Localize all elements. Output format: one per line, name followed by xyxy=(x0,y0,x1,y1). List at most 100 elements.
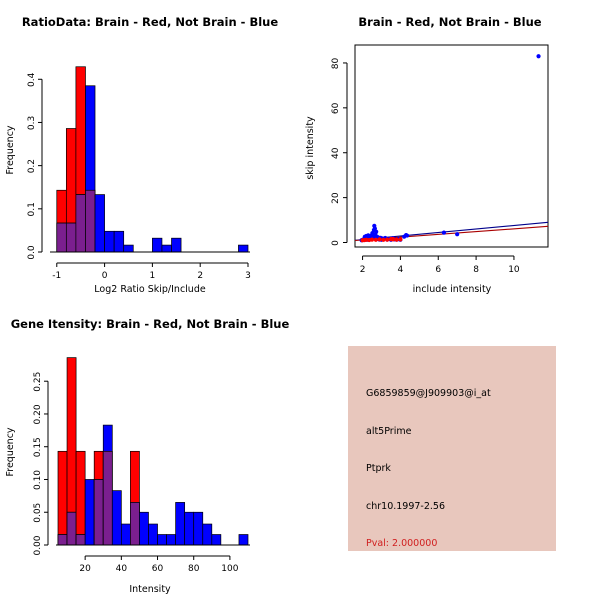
xaxis-tick-label: 1 xyxy=(150,271,156,281)
histogram-bar-red xyxy=(75,450,86,546)
histogram-bar-blue xyxy=(184,511,195,546)
scatter-point xyxy=(377,237,382,242)
xaxis-tick-label: -1 xyxy=(52,271,61,281)
panel-gene-intensity-histogram: Gene Itensity: Brain - Red, Not Brain - … xyxy=(0,300,300,600)
scatter-point xyxy=(455,232,460,237)
histogram-bar-blue xyxy=(113,230,125,253)
scatter-plot-area xyxy=(354,44,549,248)
ratio-histogram-axes: 0.0 0.1 0.2 0.3 0.4 -1 0 1 2 3 xyxy=(27,72,251,281)
yaxis-tick-label: 0.00 xyxy=(33,535,43,555)
xaxis-tick-label: 0 xyxy=(102,271,108,281)
xaxis-tick-label: 60 xyxy=(152,564,164,574)
scatter-point xyxy=(373,237,378,242)
xaxis-tick-label: 100 xyxy=(221,564,238,574)
histogram-bar-blue xyxy=(175,502,186,546)
xaxis-tick-label: 20 xyxy=(79,564,91,574)
xaxis-tick-label: 2 xyxy=(197,271,203,281)
histogram-bar-blue xyxy=(120,523,131,546)
histogram-bar-blue xyxy=(123,244,134,253)
scatter-yaxis-tick-label: 0 xyxy=(331,240,341,246)
ratio-xaxis-label: Log2 Ratio Skip/Include xyxy=(94,284,206,295)
scatter-point xyxy=(398,237,403,242)
scatter-yaxis-tick-label: 60 xyxy=(331,102,341,114)
histogram-bar-blue xyxy=(193,511,204,546)
gene-xaxis-label: Intensity xyxy=(129,584,171,595)
yaxis-tick-label: 0.25 xyxy=(33,372,43,392)
scatter-points-group xyxy=(355,54,548,243)
histogram-bar-overlap xyxy=(102,450,113,546)
scatter-yaxis-tick-label: 40 xyxy=(331,147,341,159)
histogram-bar-blue xyxy=(148,523,158,546)
scatter-yaxis-tick-label: 20 xyxy=(331,192,341,204)
probe-id-text: G6859859@J909903@i_at xyxy=(366,388,491,399)
histogram-bar-blue xyxy=(238,244,249,253)
histogram-bar-overlap xyxy=(93,479,104,546)
histogram-bar-blue xyxy=(152,237,163,253)
scatter-point xyxy=(441,230,447,235)
panel-intensity-scatter: Brain - Red, Not Brain - Blue 0 20 40 60 80 2… xyxy=(300,0,600,300)
scatter-xaxis-tick-label: 8 xyxy=(473,265,479,275)
intensity-scatter-svg: Brain - Red, Not Brain - Blue 0 20 40 60 80 2… xyxy=(305,15,549,295)
scatter-point xyxy=(536,54,541,59)
xaxis-tick-label: 80 xyxy=(188,564,200,574)
histogram-bar-overlap xyxy=(75,534,86,546)
histogram-bar-blue xyxy=(171,237,182,253)
scatter-point xyxy=(369,237,375,242)
yaxis-tick-label: 0.05 xyxy=(33,503,43,523)
gene-yaxis-label: Frequency xyxy=(5,427,16,476)
scatter-xaxis-tick-label: 2 xyxy=(360,265,366,275)
yaxis-tick-label: 0.4 xyxy=(27,72,37,87)
scatter-title: Brain - Red, Not Brain - Blue xyxy=(358,15,541,29)
histogram-bar-overlap xyxy=(66,511,77,546)
scatter-yaxis-label: skip intensity xyxy=(305,116,316,180)
gene-histogram-svg: Gene Itensity: Brain - Red, Not Brain - … xyxy=(5,317,290,595)
yaxis-tick-label: 0.0 xyxy=(27,245,37,260)
scatter-xaxis-label: include intensity xyxy=(413,284,492,295)
scatter-point xyxy=(385,237,390,242)
gene-histogram-title: Gene Itensity: Brain - Red, Not Brain - … xyxy=(11,317,290,331)
histogram-bar-blue xyxy=(211,534,222,546)
locus-text: chr10.1997-2.56 xyxy=(366,501,446,512)
scatter-point xyxy=(394,237,399,242)
ratio-histogram-bars xyxy=(56,66,249,253)
yaxis-tick-label: 0.15 xyxy=(33,437,43,457)
scatter-xaxis-tick-label: 6 xyxy=(435,265,441,275)
histogram-bar-blue xyxy=(166,534,176,546)
histogram-bar-blue xyxy=(202,523,213,546)
ratio-histogram-svg: RatioData: Brain - Red, Not Brain - Blue… xyxy=(5,15,279,295)
scatter-point xyxy=(404,233,410,238)
gene-histogram-bars xyxy=(57,357,249,546)
scatter-xaxis-tick-label: 10 xyxy=(508,265,520,275)
yaxis-tick-label: 0.3 xyxy=(27,116,37,130)
ratio-histogram-title: RatioData: Brain - Red, Not Brain - Blue xyxy=(22,15,279,29)
histogram-bar-blue xyxy=(157,534,167,546)
panel-gene-info: G6859859@J909903@i_at alt5Prime Ptprk ch… xyxy=(300,300,600,600)
histogram-bar-blue xyxy=(161,244,172,253)
histogram-bar-blue xyxy=(94,194,105,253)
histogram-bar-blue xyxy=(139,511,149,546)
pval-text: Pval: 2.000000 xyxy=(366,538,438,549)
histogram-bar-overlap xyxy=(85,189,96,253)
histogram-bar-blue xyxy=(104,230,115,253)
histogram-bar-blue xyxy=(84,479,95,546)
scatter-frame xyxy=(354,44,549,248)
scatter-point xyxy=(381,237,386,242)
yaxis-tick-label: 0.20 xyxy=(33,404,43,424)
scatter-point xyxy=(391,237,396,242)
panel-ratio-histogram: RatioData: Brain - Red, Not Brain - Blue… xyxy=(0,0,300,300)
histogram-bar-overlap xyxy=(56,222,67,253)
scatter-axes: 0 20 40 60 80 2 4 6 8 10 xyxy=(331,57,520,275)
histogram-bar-blue xyxy=(111,490,122,546)
gene-symbol-text: Ptprk xyxy=(366,463,391,474)
gene-info-box: G6859859@J909903@i_at alt5Prime Ptprk ch… xyxy=(348,346,556,551)
histogram-bar-overlap xyxy=(57,534,68,546)
xaxis-tick-label: 40 xyxy=(116,564,128,574)
histogram-bar-overlap xyxy=(65,222,77,253)
ratio-yaxis-label: Frequency xyxy=(5,125,16,174)
yaxis-tick-label: 0.2 xyxy=(27,159,37,173)
histogram-bar-blue xyxy=(238,534,249,546)
histogram-bar-overlap xyxy=(130,502,140,546)
scatter-yaxis-tick-label: 80 xyxy=(331,57,341,69)
event-type-text: alt5Prime xyxy=(366,426,412,437)
